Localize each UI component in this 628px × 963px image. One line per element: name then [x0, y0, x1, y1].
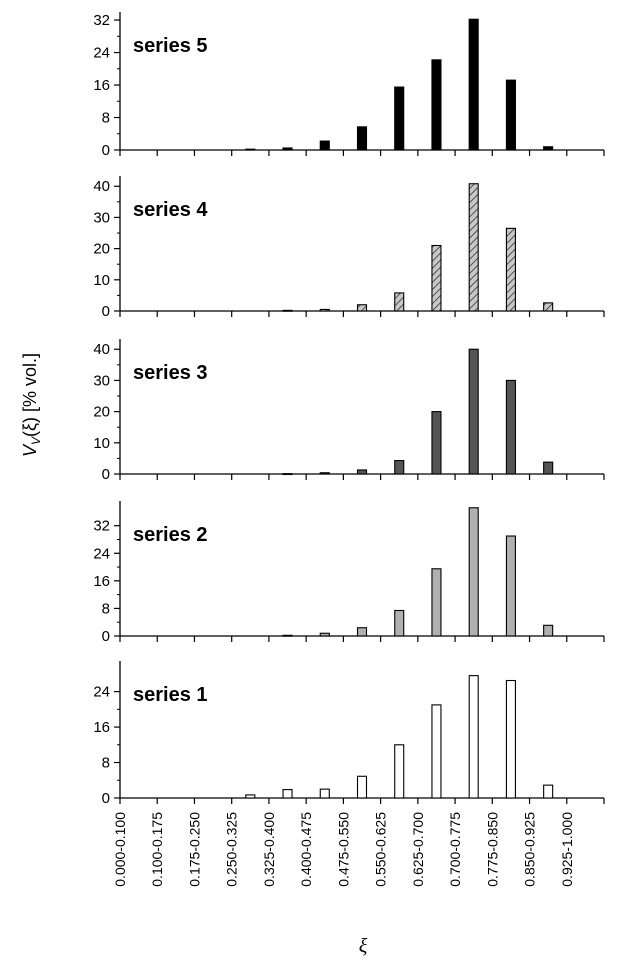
bar: [468, 507, 479, 637]
y-tick-label: 8: [102, 110, 110, 127]
y-tick-label: 16: [93, 77, 110, 94]
bar: [505, 379, 516, 475]
bar: [319, 308, 330, 312]
x-category-label: 0.250-0.325: [224, 812, 240, 887]
series-label: series 3: [133, 362, 208, 384]
x-category-label: 0.175-0.250: [186, 812, 202, 887]
bar: [356, 775, 368, 799]
y-axis-label: VV(ξ) [% vol.]: [20, 353, 43, 457]
y-axis-label-rest: (ξ) [% vol.]: [20, 353, 40, 437]
x-category-labels: 0.000-0.100 0.100-0.175 0.175-0.250 0.250-0…: [112, 812, 575, 887]
x-category-label: 0.475-0.550: [335, 812, 351, 887]
bar: [319, 788, 330, 799]
panel-3: 0 10 20 30 40 series 3: [93, 339, 605, 483]
x-category-label: 0.550-0.625: [373, 812, 389, 887]
bar: [245, 148, 256, 151]
bar: [543, 146, 554, 151]
y-tick-label: 24: [93, 45, 110, 62]
y-tick-label: 30: [93, 372, 110, 389]
y-tick-label: 20: [93, 241, 110, 258]
x-axis-label: ξ: [359, 935, 368, 957]
y-tick-label: 10: [93, 435, 110, 452]
y-tick-label: 16: [93, 573, 110, 590]
panel-5: 0 8 16 24 series 1: [93, 661, 605, 807]
bar: [282, 789, 293, 799]
bar: [356, 627, 368, 637]
bar: [319, 472, 330, 475]
bar: [468, 18, 479, 151]
bar: [282, 473, 293, 476]
y-tick-label: 40: [93, 178, 110, 195]
bar: [394, 609, 405, 637]
bar: [356, 469, 368, 475]
x-category-label: 0.700-0.775: [447, 812, 463, 887]
bar: [394, 86, 405, 151]
x-category-label: 0.625-0.700: [410, 812, 426, 887]
panels: 0 8 16 24 32 series 5 0 10 20 30 40 series 4 0 10 20 30…: [93, 12, 605, 807]
series-label: series 1: [133, 684, 208, 706]
bar: [282, 147, 293, 151]
bar: [505, 227, 516, 312]
x-category-label: 0.000-0.100: [112, 812, 128, 887]
y-tick-label: 40: [93, 341, 110, 358]
x-category-label: 0.325-0.400: [261, 812, 277, 887]
bar: [543, 302, 554, 312]
bar: [543, 624, 554, 637]
y-axis-label-main: V: [20, 443, 40, 457]
bar: [319, 632, 330, 637]
bar: [468, 675, 479, 799]
y-tick-label: 32: [93, 518, 110, 535]
bar: [468, 183, 479, 312]
panel-1: 0 8 16 24 32 series 5: [93, 12, 605, 159]
bar: [431, 704, 442, 799]
y-tick-label: 0: [102, 628, 110, 645]
y-tick-label: 8: [102, 755, 110, 772]
y-tick-label: 20: [93, 404, 110, 421]
bar: [245, 794, 256, 799]
x-category-label: 0.100-0.175: [149, 812, 165, 887]
x-category-label: 0.925-1.000: [559, 812, 575, 887]
bar: [394, 292, 405, 312]
y-tick-label: 0: [102, 466, 110, 483]
bar: [468, 348, 479, 475]
x-category-label: 0.400-0.475: [298, 812, 314, 887]
series-label: series 4: [133, 199, 208, 221]
bar: [356, 304, 368, 312]
bar: [543, 461, 554, 475]
bar: [356, 126, 368, 151]
series-label: series 2: [133, 524, 208, 546]
bar: [319, 140, 330, 151]
bar: [505, 535, 516, 637]
bar: [394, 460, 405, 475]
panel-4: 0 8 16 24 32 series 2: [93, 501, 605, 645]
y-tick-label: 16: [93, 719, 110, 736]
y-tick-label: 24: [93, 545, 110, 562]
bar: [282, 309, 293, 312]
y-tick-label: 0: [102, 790, 110, 807]
y-tick-label: 30: [93, 209, 110, 226]
bar: [282, 634, 293, 637]
bar: [394, 744, 405, 799]
y-axis-label-sub: V: [29, 436, 43, 445]
y-tick-label: 32: [93, 12, 110, 29]
bar: [505, 79, 516, 151]
panel-2: 0 10 20 30 40 series 4: [93, 176, 605, 320]
y-tick-label: 0: [102, 142, 110, 159]
bar: [543, 784, 554, 799]
bar: [431, 59, 442, 151]
bar: [431, 411, 442, 475]
bar: [431, 568, 442, 637]
y-tick-label: 8: [102, 600, 110, 617]
y-tick-label: 24: [93, 684, 110, 701]
bar: [505, 679, 516, 799]
bar: [431, 244, 442, 312]
x-category-label: 0.850-0.925: [522, 812, 538, 887]
x-category-label: 0.775-0.850: [484, 812, 500, 887]
y-tick-label: 0: [102, 303, 110, 320]
y-tick-label: 10: [93, 272, 110, 289]
series-label: series 5: [133, 35, 208, 57]
